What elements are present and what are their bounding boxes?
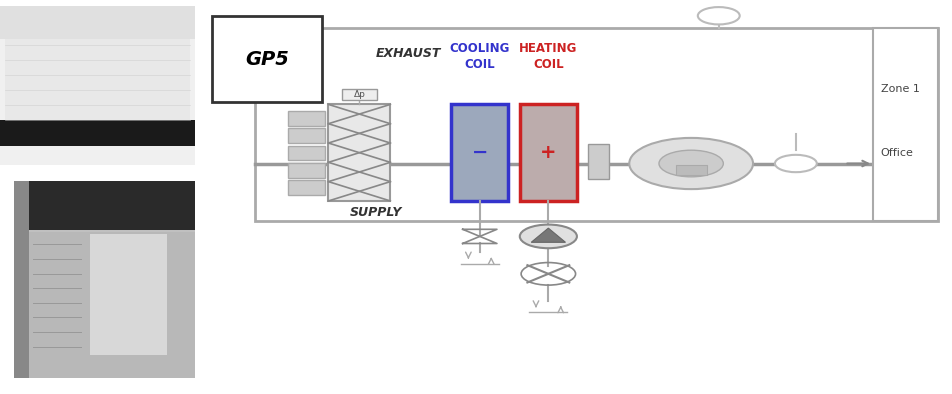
Bar [288, 146, 325, 160]
Circle shape [520, 225, 577, 248]
Bar [873, 28, 938, 221]
Text: −: − [471, 143, 488, 162]
Bar [520, 104, 577, 201]
Circle shape [629, 138, 753, 189]
Bar [288, 180, 325, 195]
Bar [676, 165, 706, 175]
Bar [255, 28, 938, 221]
Bar [451, 104, 508, 201]
Text: EXHAUST: EXHAUST [376, 47, 442, 59]
Bar [342, 89, 376, 100]
Bar [328, 104, 390, 201]
Bar [288, 163, 325, 178]
Bar [588, 144, 609, 179]
Bar [288, 128, 325, 143]
Text: HEATING
COIL: HEATING COIL [519, 42, 578, 71]
Text: Δp: Δp [353, 90, 366, 99]
Bar [0, 6, 195, 39]
Bar [14, 181, 29, 378]
Bar [0, 120, 195, 146]
Circle shape [659, 150, 724, 177]
Text: SUPPLY: SUPPLY [349, 206, 403, 219]
Bar [0, 8, 195, 165]
Polygon shape [531, 228, 565, 242]
Text: Office: Office [881, 148, 914, 158]
Text: GP5: GP5 [245, 50, 289, 69]
Text: +: + [540, 143, 557, 162]
Text: COOLING
COIL: COOLING COIL [449, 42, 510, 71]
Bar [5, 28, 190, 130]
Bar [288, 111, 325, 126]
Bar [90, 234, 167, 355]
Circle shape [775, 155, 817, 172]
Bar [14, 181, 195, 378]
Circle shape [698, 7, 740, 24]
Bar [14, 232, 195, 378]
Bar [212, 16, 322, 102]
Text: Zone 1: Zone 1 [881, 84, 920, 94]
Bar [14, 181, 195, 230]
